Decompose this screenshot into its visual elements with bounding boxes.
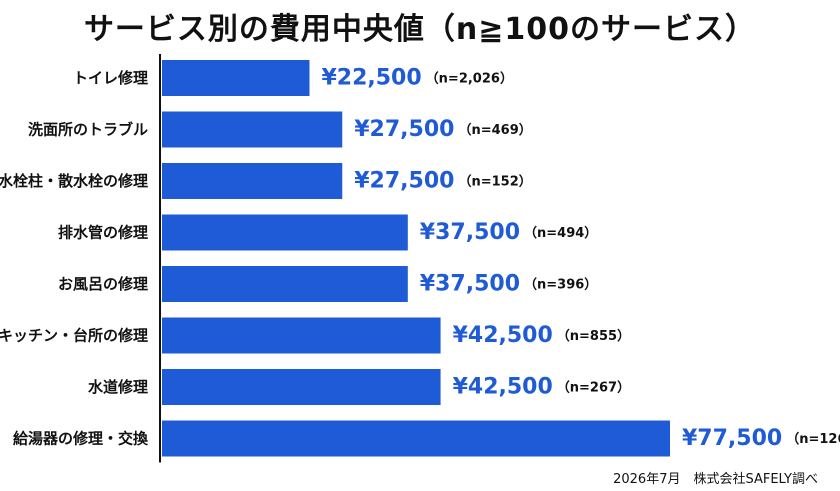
category-label: お風呂の修理 bbox=[58, 275, 148, 293]
bar bbox=[162, 214, 408, 251]
category-label: 水栓柱・散水栓の修理 bbox=[0, 172, 148, 190]
bar bbox=[162, 266, 408, 302]
sample-size-label: （n=126） bbox=[786, 431, 840, 447]
bar-value-label: ¥27,500 bbox=[354, 169, 454, 194]
sample-size-label: （n=469） bbox=[458, 122, 531, 138]
bar bbox=[162, 369, 441, 405]
bar-value-label: ¥42,500 bbox=[453, 323, 553, 348]
bar bbox=[162, 111, 343, 148]
category-label: トイレ修理 bbox=[73, 69, 148, 87]
sample-size-label: （n=396） bbox=[524, 277, 597, 293]
sample-size-label: （n=267） bbox=[557, 380, 630, 396]
category-label: 排水管の修理 bbox=[58, 224, 148, 242]
bar-value-label: ¥42,500 bbox=[453, 375, 553, 400]
category-label: 洗面所のトラブル bbox=[28, 121, 148, 139]
sample-size-label: （n=152） bbox=[458, 174, 531, 190]
sample-size-label: （n=494） bbox=[524, 225, 597, 241]
sample-size-label: （n=855） bbox=[557, 328, 630, 344]
bar-value-label: ¥37,500 bbox=[420, 272, 520, 297]
chart-title: サービス別の費用中央値（n≧100のサービス） bbox=[83, 12, 757, 47]
bar-value-label: ¥22,500 bbox=[321, 66, 421, 91]
bar-value-label: ¥27,500 bbox=[354, 117, 454, 142]
source-note: 2026年7月 株式会社SAFELY調べ bbox=[613, 472, 818, 487]
category-label: キッチン・台所の修理 bbox=[0, 327, 148, 345]
bar bbox=[162, 163, 343, 199]
category-label: 水道修理 bbox=[88, 378, 148, 396]
sample-size-label: （n=2,026） bbox=[426, 71, 513, 87]
bar bbox=[162, 317, 441, 354]
category-label: 給湯器の修理・交換 bbox=[13, 430, 149, 448]
bar-value-label: ¥37,500 bbox=[420, 220, 520, 245]
bar bbox=[162, 60, 310, 96]
bar-value-label: ¥77,500 bbox=[682, 426, 782, 451]
bar bbox=[162, 420, 670, 457]
